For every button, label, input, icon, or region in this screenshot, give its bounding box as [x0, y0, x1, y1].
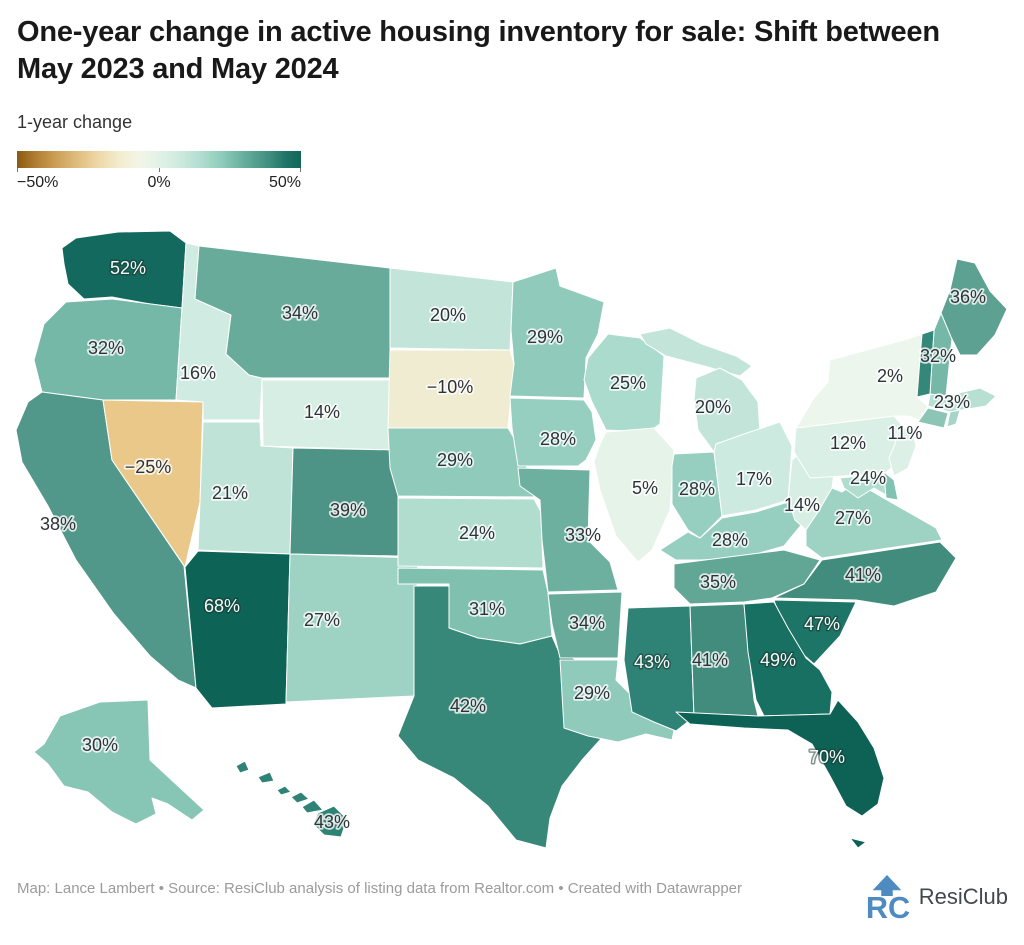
state-label-NH: 32% — [920, 346, 956, 366]
state-AK[interactable] — [33, 699, 205, 825]
state-label-KS: 24% — [459, 523, 495, 543]
state-label-FL: 70% — [809, 747, 845, 767]
legend: 1-year change −50% 0% 50% — [17, 112, 317, 194]
state-label-AL: 41% — [692, 650, 728, 670]
resiclub-logo-mark-icon: R C — [866, 874, 910, 920]
state-label-CO: 39% — [330, 500, 366, 520]
state-AZ[interactable] — [184, 550, 291, 709]
state-label-AR: 34% — [569, 613, 605, 633]
state-HI[interactable] — [312, 805, 348, 838]
state-MO[interactable] — [517, 467, 619, 593]
state-VT[interactable] — [916, 329, 935, 398]
state-IA[interactable] — [509, 397, 597, 467]
state-label-TX: 42% — [450, 696, 486, 716]
state-label-MI: 20% — [695, 397, 731, 417]
state-VA[interactable] — [805, 481, 943, 559]
state-label-WY: 14% — [304, 402, 340, 422]
state-label-AK: 30% — [82, 735, 118, 755]
state-label-OK: 31% — [469, 599, 505, 619]
state-label-NJ: 11% — [888, 423, 923, 443]
state-label-KY: 28% — [712, 530, 748, 550]
state-label-GA: 49% — [760, 650, 796, 670]
state-label-CA: 38% — [40, 514, 76, 534]
state-label-IN: 28% — [679, 479, 715, 499]
legend-tick-labels: −50% 0% 50% — [17, 174, 301, 194]
state-HI[interactable] — [235, 760, 250, 774]
legend-gradient-bar — [17, 151, 301, 172]
state-label-MS: 43% — [634, 652, 670, 672]
state-AR[interactable] — [547, 591, 623, 659]
state-HI[interactable] — [301, 799, 324, 814]
state-label-OH: 17% — [736, 469, 772, 489]
legend-tick-mark — [17, 168, 18, 172]
footer: Map: Lance Lambert • Source: ResiClub an… — [0, 872, 1024, 942]
legend-tick-min: −50% — [17, 174, 59, 191]
state-FL[interactable] — [849, 837, 867, 849]
state-label-TN: 35% — [700, 572, 736, 592]
state-MN[interactable] — [509, 267, 605, 399]
state-MI[interactable] — [639, 327, 753, 377]
state-label-IL: 5% — [632, 478, 658, 498]
state-label-SD: −10% — [427, 377, 474, 397]
state-label-OR: 32% — [88, 338, 124, 358]
state-LA[interactable] — [559, 659, 677, 743]
state-DE[interactable] — [883, 471, 899, 501]
resiclub-logo: R C ResiClub — [864, 874, 1008, 920]
state-label-WI: 25% — [610, 373, 646, 393]
state-NV[interactable] — [102, 399, 204, 568]
state-HI[interactable] — [290, 791, 310, 804]
state-label-SC: 47% — [804, 614, 840, 634]
svg-text:C: C — [888, 891, 910, 920]
attribution-text: Map: Lance Lambert • Source: ResiClub an… — [17, 880, 743, 897]
legend-tick-mark — [159, 168, 160, 172]
state-ME[interactable] — [940, 258, 1008, 356]
state-label-NM: 27% — [304, 610, 340, 630]
state-label-LA: 29% — [574, 683, 610, 703]
state-OH[interactable] — [713, 421, 793, 517]
state-GA[interactable] — [743, 601, 833, 717]
state-NJ[interactable] — [888, 425, 917, 477]
state-TN[interactable] — [673, 549, 821, 605]
state-label-ID: 16% — [180, 363, 216, 383]
state-label-WA: 52% — [110, 258, 146, 278]
state-HI[interactable] — [257, 771, 275, 784]
legend-tick-max: 50% — [268, 174, 301, 191]
state-label-NV: −25% — [125, 457, 172, 477]
state-label-NE: 29% — [437, 450, 473, 470]
legend-title: 1-year change — [17, 112, 133, 132]
state-label-NC: 41% — [845, 565, 881, 585]
state-label-VA: 27% — [835, 508, 871, 528]
state-label-AZ: 68% — [204, 596, 240, 616]
state-label-ME: 36% — [950, 287, 986, 307]
state-RI[interactable] — [946, 409, 961, 428]
state-label-MA: 23% — [934, 392, 970, 412]
state-label-MT: 34% — [282, 303, 318, 323]
state-label-WV: 14% — [784, 495, 820, 515]
state-label-MO: 33% — [565, 525, 601, 545]
state-HI[interactable] — [276, 785, 292, 796]
svg-text:R: R — [866, 891, 888, 920]
state-label-NY: 2% — [877, 366, 903, 386]
state-NC[interactable] — [773, 541, 957, 607]
state-label-IA: 28% — [540, 429, 576, 449]
state-IL[interactable] — [593, 427, 675, 563]
state-label-UT: 21% — [212, 483, 248, 503]
state-label-HI: 43% — [314, 812, 350, 832]
state-MA[interactable] — [927, 387, 997, 413]
state-label-ND: 20% — [430, 305, 466, 325]
state-FL[interactable] — [675, 699, 885, 817]
legend-tick-mark — [300, 168, 301, 172]
brand-name: ResiClub — [918, 884, 1008, 909]
state-CT[interactable] — [917, 407, 949, 429]
state-NY[interactable] — [795, 333, 929, 429]
state-label-PA: 12% — [830, 433, 866, 453]
state-label-MN: 29% — [527, 327, 563, 347]
page-title: One-year change in active housing invent… — [17, 16, 940, 86]
legend-tick-zero: 0% — [147, 174, 171, 191]
state-label-MD: 24% — [850, 468, 886, 488]
